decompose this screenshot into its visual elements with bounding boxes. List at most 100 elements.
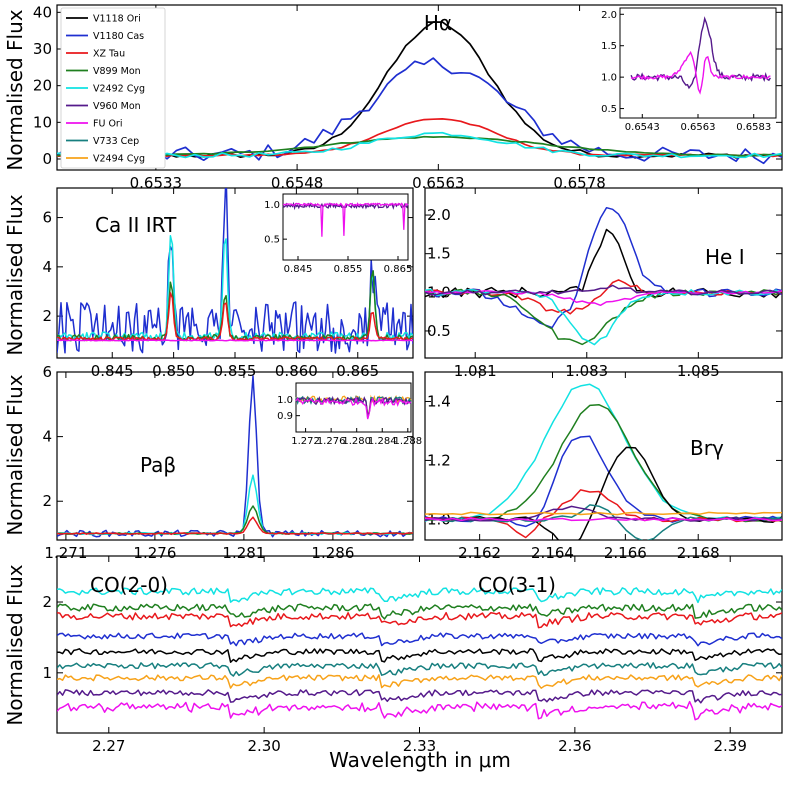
series-line-v899-mon [57,135,782,157]
series-line-v899-mon [57,505,413,535]
inset-y-tick-label: 0.5 [601,104,617,115]
legend-entry: FU Ori [93,119,122,130]
x-tick-label: 0.860 [275,362,318,380]
panel-title-co-2-0: CO(2-0) [90,573,168,597]
plot-area [57,21,782,165]
x-tick-label: 2.33 [403,737,436,755]
ylabel-halpha: Normalised Flux [3,9,27,170]
ylabel-co: Normalised Flux [3,564,27,725]
x-tick-label: 2.30 [247,737,280,755]
panel-halpha: 0 10 20 30 40 0.6533 0.6548 0.6563 0.6578 Hα V1118… [33,3,783,192]
y-tick-label: 30 [33,40,52,58]
inset-series-line [295,395,412,417]
panel-title-ca-ii-irt: Ca II IRT [95,213,177,237]
y-tick-label: 0.5 [427,322,451,340]
series-line-v899-mon [57,603,782,620]
axes-frame [424,371,783,541]
x-tick-label: 0.6548 [271,174,324,192]
series-line-v1180-cas [57,188,413,354]
y-tick-label: 2 [42,593,52,611]
legend-entry: V2492 Cyg [93,84,145,95]
inset-y-tick-label: 1.0 [264,200,280,211]
x-tick-label: 0.6533 [130,174,183,192]
legend: V1118 Ori V1180 Cas XZ Tau V899 Mon V2492 Cy… [60,7,166,169]
inset-series-line [295,396,412,420]
ylabel-ca-row: Normalised Flux [3,194,27,355]
series-line-v1180-cas [57,632,782,647]
inset-x-tick-label: 0.845 [284,264,313,275]
inset-x-tick-label: 1.280 [342,436,371,447]
plot-area [425,383,782,540]
x-tick-label: 0.850 [152,362,195,380]
y-tick-label: 2 [42,307,52,325]
x-tick-label: 1.271 [44,544,87,562]
series-line-v2494-cyg [425,511,782,516]
plot-area [57,188,413,354]
inset-x-tick-label: 0.6543 [625,122,660,133]
x-tick-label: 2.162 [458,544,501,562]
y-tick-label: 6 [42,363,52,381]
series-line-v1180-cas [57,57,782,165]
axes-frame [56,4,783,171]
legend-entry: XZ Tau [93,49,125,60]
series-line-v1118-ori [57,648,782,663]
series-line-v2492-cyg [57,474,413,536]
inset-halpha: 0.5 1.0 1.5 2.0 0.6543 0.6563 0.6583 [601,7,777,133]
x-tick-label: 0.6563 [412,174,465,192]
inset-x-tick-label: 0.6563 [681,122,716,133]
x-tick-label: 2.168 [677,544,720,562]
x-tick-label: 1.083 [565,362,608,380]
series-line-v2492-cyg [57,131,782,159]
x-tick-label: 0.6578 [553,174,606,192]
inset-series-fu-ori [282,202,409,237]
plot-area [57,587,782,721]
inset-x-tick-label: 0.855 [334,264,363,275]
panel-title-he-i: He I [705,245,745,269]
x-tick-label: 0.855 [214,362,257,380]
y-tick-label: 6 [42,209,52,227]
series-line-fu-ori [57,700,782,721]
series-line-fu-ori [425,517,782,522]
legend-entry: V1118 Ori [93,14,141,25]
legend-entry: V899 Mon [93,66,141,77]
series-line-v960-mon [57,689,782,704]
x-tick-label: 0.865 [336,362,379,380]
legend-entry: V960 Mon [93,101,141,112]
y-tick-label: 40 [33,3,52,21]
series-line-v733-cep [425,504,782,540]
x-tick-label: 2.164 [531,544,574,562]
series-line-fu-ori [425,290,782,307]
y-tick-label: 1.2 [427,451,451,469]
legend-entry: V733 Cep [93,136,139,147]
inset-x-tick-label: 1.284 [368,436,397,447]
x-tick-label: 1.281 [222,544,265,562]
series-line-fu-ori [57,339,413,342]
plot-area [57,375,413,538]
inset-x-tick-label: 1.272 [291,436,320,447]
inset-y-tick-label: 0.9 [277,411,293,422]
axes-frame [56,371,414,541]
series-line-v733-cep [57,662,782,677]
series-line-xz-tau [57,611,782,629]
inset-x-tick-label: 0.6583 [736,122,771,133]
inset-frame [619,7,777,119]
inset-x-tick-label: 1.288 [393,436,422,447]
inset-y-tick-label: 1.0 [601,73,617,84]
panel-title-pa-beta: Paβ [140,453,176,477]
panel-title-co-3-1: CO(3-1) [478,573,556,597]
inset-series-fu-ori [630,50,771,95]
y-tick-label: 2.0 [427,206,451,224]
plot-area [425,206,782,346]
inset-y-tick-label: 1.0 [277,395,293,406]
series-line-v960-mon [425,284,782,296]
y-tick-label: 1 [42,664,52,682]
y-tick-label: 20 [33,77,52,95]
series-line-v2494-cyg [57,674,782,689]
panel-ca-ii-irt: 2 4 6 0.845 0.850 0.855 0.860 0.865 Ca II IRT 0.5… [42,187,414,380]
y-tick-label: 4 [42,428,52,446]
y-tick-label: 10 [33,113,52,131]
x-tick-label: 1.276 [133,544,176,562]
